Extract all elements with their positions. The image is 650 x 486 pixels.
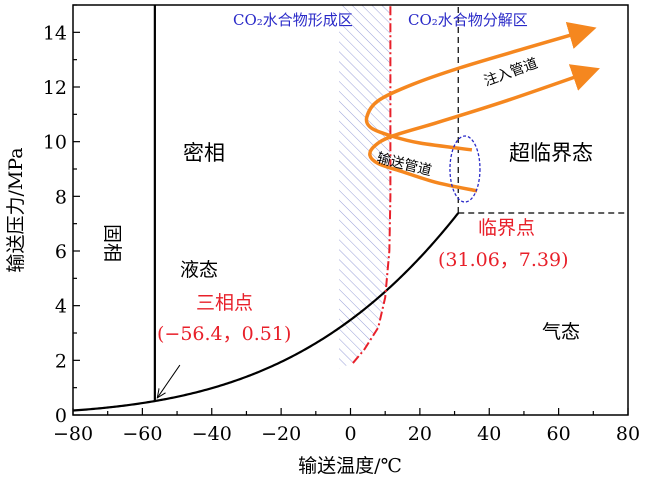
y-axis-label: 输送压力/MPa (5, 147, 27, 272)
solid-phase-label: 固相 (101, 224, 123, 262)
critical-point-coords: (31.06，7.39) (438, 249, 569, 271)
x-tick-label: −60 (122, 423, 162, 445)
x-tick-label: −20 (261, 423, 301, 445)
triple-point-coords: (−56.4，0.51) (157, 323, 291, 345)
y-tick-label: 10 (43, 132, 67, 154)
gas-label: 气态 (542, 321, 580, 343)
x-tick-label: 0 (344, 423, 356, 445)
pipeline-curve-2 (368, 64, 600, 193)
triple-point-label: 三相点 (196, 292, 253, 314)
pipeline-outlet-ellipse (449, 135, 481, 203)
x-axis-label: 输送温度/℃ (298, 455, 402, 477)
triple-point-arrow (158, 364, 181, 397)
y-tick-label: 0 (55, 405, 67, 427)
y-tick-label: 4 (55, 296, 67, 318)
y-tick-label: 14 (43, 22, 67, 44)
y-tick-label: 12 (43, 77, 67, 99)
injection-pipeline-label: 注入管道 (482, 56, 540, 90)
x-tick-label: 60 (547, 423, 571, 445)
hydrate-boundary-line (352, 5, 392, 364)
hydrate-formation-label: CO₂水合物形成区 (233, 11, 353, 29)
hydrate-formation-region (339, 5, 391, 369)
x-tick-label: −40 (192, 423, 232, 445)
supercritical-label: 超临界态 (509, 141, 593, 165)
x-tick-label: 80 (616, 423, 640, 445)
y-tick-label: 6 (55, 241, 67, 263)
hydrate-decomposition-label: CO₂水合物分解区 (408, 11, 528, 29)
y-tick-label: 2 (55, 350, 67, 372)
pipeline-curve-1 (364, 22, 597, 152)
x-tick-label: −80 (53, 423, 93, 445)
liquid-label: 液态 (180, 259, 218, 281)
critical-point-label: 临界点 (478, 217, 535, 239)
vapor-pressure-curve (72, 212, 460, 412)
dense-phase-label: 密相 (183, 141, 225, 165)
y-tick-label: 8 (55, 186, 67, 208)
x-tick-label: 40 (477, 423, 501, 445)
x-tick-label: 20 (408, 423, 432, 445)
